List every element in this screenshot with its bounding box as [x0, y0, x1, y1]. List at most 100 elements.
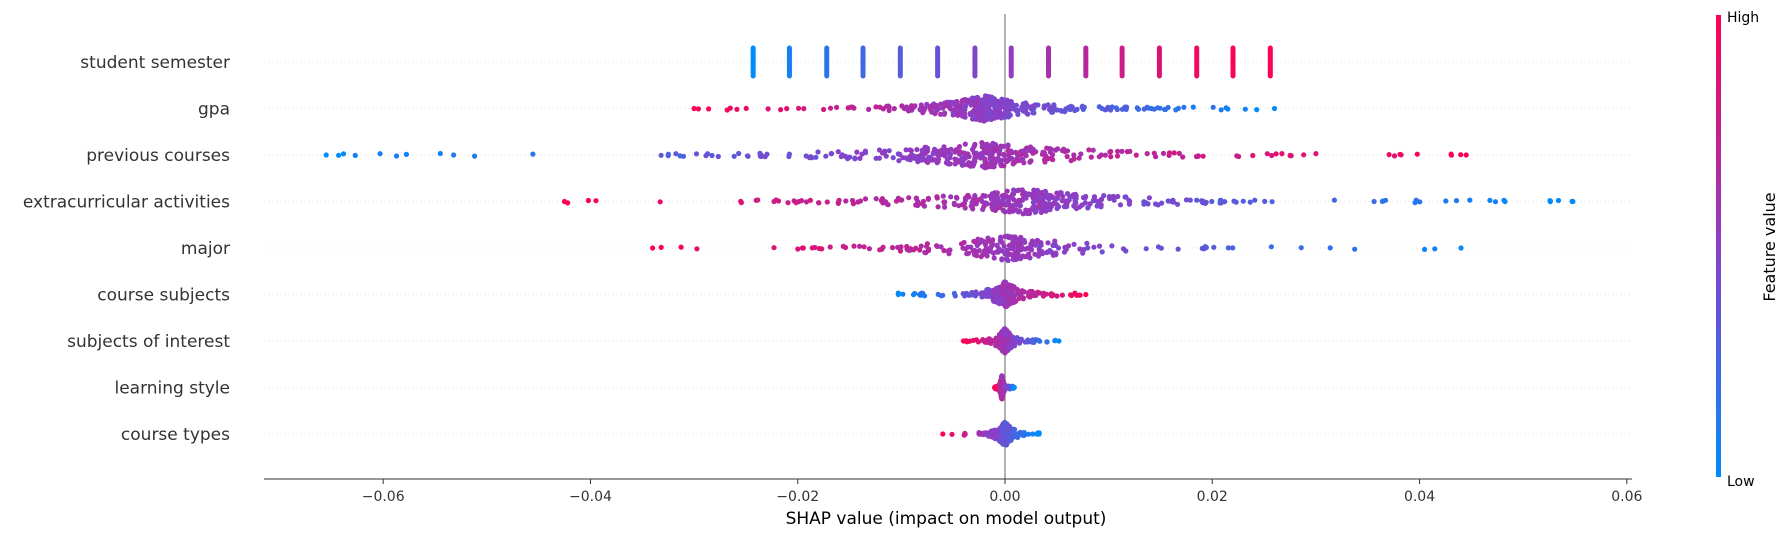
x-tick-label: 0.02: [1197, 489, 1228, 505]
shap-point: [1071, 152, 1077, 158]
shap-point: [1110, 193, 1116, 200]
shap-point: [975, 197, 981, 203]
shap-point: [765, 106, 771, 112]
shap-point: [1104, 106, 1110, 112]
shap-point: [990, 147, 996, 153]
shap-point: [1273, 151, 1279, 157]
shap-point-extreme: [650, 245, 656, 251]
shap-point: [1010, 239, 1016, 245]
shap-point: [755, 197, 761, 203]
shap-point: [852, 156, 858, 162]
shap-point: [857, 155, 863, 161]
shap-point: [1004, 440, 1010, 446]
shap-point: [1412, 200, 1418, 206]
shap-point: [1003, 331, 1009, 337]
shap-point: [996, 110, 1002, 116]
shap-point: [1091, 244, 1097, 250]
shap-point: [1050, 152, 1056, 158]
shap-point: [1004, 247, 1010, 253]
shap-point: [1099, 249, 1105, 255]
shap-point: [890, 155, 896, 161]
data-points: [323, 45, 1576, 448]
shap-point: [1120, 246, 1127, 252]
shap-point: [935, 156, 942, 162]
shap-point: [1001, 152, 1007, 158]
shap-point: [1127, 198, 1133, 204]
shap-point: [988, 196, 995, 202]
shap-point: [945, 248, 951, 254]
shap-point: [1024, 338, 1030, 344]
shap-point: [980, 141, 986, 148]
shap-point: [693, 151, 700, 157]
shap-point-extreme: [895, 291, 901, 298]
shap-point: [1040, 149, 1046, 155]
colorbar-high-label: High: [1727, 10, 1759, 26]
shap-point: [775, 198, 782, 204]
shap-point: [1313, 151, 1319, 157]
shap-point: [998, 380, 1004, 386]
shap-point: [1064, 148, 1071, 154]
shap-point: [917, 247, 923, 253]
shap-point: [972, 100, 979, 106]
shap-point: [876, 155, 883, 161]
shap-point: [873, 196, 879, 202]
shap-point: [778, 107, 784, 113]
shap-point: [813, 154, 819, 160]
shap-point-extreme: [1011, 384, 1017, 391]
shap-point: [1264, 151, 1270, 157]
shap-point: [1175, 246, 1181, 252]
shap-point: [926, 154, 932, 160]
shap-point: [1170, 199, 1176, 205]
shap-point: [1061, 249, 1068, 255]
shap-point: [941, 102, 947, 108]
shap-point: [919, 147, 925, 153]
shap-point: [984, 96, 990, 102]
shap-point: [932, 111, 938, 117]
shap-point: [816, 245, 822, 252]
shap-point: [965, 292, 972, 298]
shap-point: [1030, 199, 1036, 205]
shap-point: [1200, 153, 1206, 159]
shap-point: [1010, 256, 1016, 262]
shap-point: [1061, 146, 1067, 152]
feature-label: extracurricular activities: [23, 193, 230, 213]
shap-point: [997, 387, 1003, 393]
shap-point: [903, 155, 909, 161]
shap-point: [845, 105, 851, 111]
shap-point: [913, 202, 919, 208]
shap-point: [1053, 196, 1059, 202]
shap-point: [1001, 327, 1007, 333]
shap-point: [340, 151, 347, 157]
shap-point: [903, 147, 909, 153]
shap-point: [912, 153, 918, 159]
shap-point: [1171, 150, 1177, 156]
shap-point: [958, 241, 965, 247]
shap-point: [451, 152, 457, 158]
shap-point: [530, 151, 536, 157]
shap-point: [1016, 197, 1022, 203]
shap-point: [1040, 292, 1046, 298]
shap-point: [1024, 147, 1030, 154]
shap-point: [1010, 430, 1017, 436]
shap-point: [941, 248, 947, 254]
shap-point: [877, 104, 883, 110]
shap-point: [1021, 106, 1027, 113]
shap-point: [1155, 244, 1162, 250]
shap-point: [1231, 198, 1237, 204]
shap-point: [827, 105, 834, 111]
shap-point: [979, 97, 985, 103]
shap-point: [709, 152, 715, 159]
shap-point: [962, 430, 968, 436]
x-tick-label: 0.00: [989, 489, 1020, 505]
x-axis-title: SHAP value (impact on model output): [786, 509, 1107, 529]
shap-point: [900, 291, 906, 297]
shap-point: [1003, 279, 1009, 285]
shap-point: [854, 149, 860, 155]
shap-point: [1058, 190, 1064, 196]
shap-point: [762, 154, 768, 160]
shap-point: [988, 157, 994, 163]
shap-point: [1176, 150, 1182, 156]
shap-point: [924, 241, 931, 247]
shap-point: [1033, 208, 1039, 214]
shap-point: [694, 246, 700, 252]
